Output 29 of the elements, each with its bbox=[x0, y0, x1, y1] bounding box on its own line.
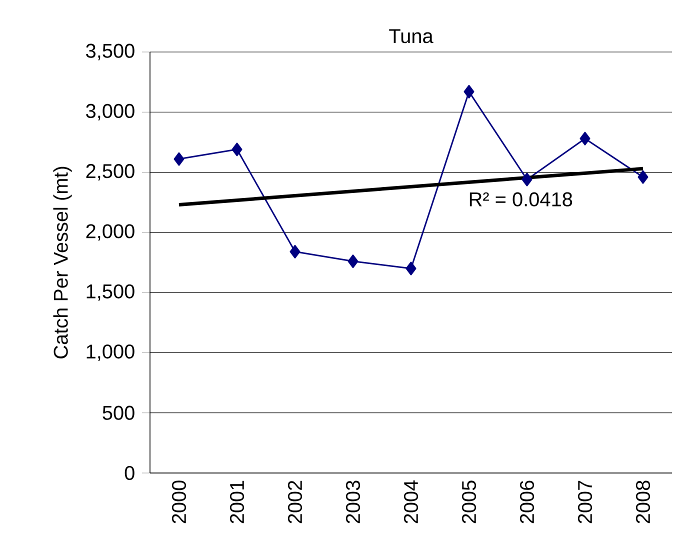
x-tick-label: 2003 bbox=[346, 480, 360, 524]
x-tick-label: 2001 bbox=[230, 480, 244, 524]
x-tick-label: 2000 bbox=[172, 480, 186, 524]
point bbox=[406, 262, 416, 276]
annotation: R² = 0.0418 bbox=[470, 192, 572, 206]
y-tick-label: 2,000 bbox=[86, 224, 134, 241]
point bbox=[232, 142, 242, 156]
y-tick-label: 3,500 bbox=[86, 44, 134, 60]
x-tick-label: 2004 bbox=[404, 480, 418, 524]
y-tick-label: 500 bbox=[102, 406, 134, 420]
point bbox=[464, 84, 474, 98]
point bbox=[290, 244, 300, 258]
point bbox=[348, 254, 358, 268]
y-tick-label: 2,500 bbox=[86, 164, 134, 181]
point bbox=[580, 132, 590, 146]
y-tick-label: 3,000 bbox=[86, 104, 134, 120]
y-tick-label: 1,500 bbox=[86, 284, 134, 301]
y-axis-title: Catch Per Vessel (mt) bbox=[53, 166, 72, 358]
x-tick-label: 2002 bbox=[288, 480, 302, 524]
point bbox=[522, 172, 532, 186]
y-tick-label: 0 bbox=[124, 466, 134, 480]
x-tick-label: 2005 bbox=[462, 480, 476, 524]
x-tick-label: 2008 bbox=[636, 480, 650, 524]
y-tick-label: 1,000 bbox=[86, 344, 134, 361]
x-tick-label: 2007 bbox=[578, 480, 592, 524]
x-tick-label: 2006 bbox=[520, 480, 534, 524]
point bbox=[638, 170, 648, 184]
point bbox=[174, 152, 184, 166]
chart-title: Tuna bbox=[389, 29, 434, 44]
